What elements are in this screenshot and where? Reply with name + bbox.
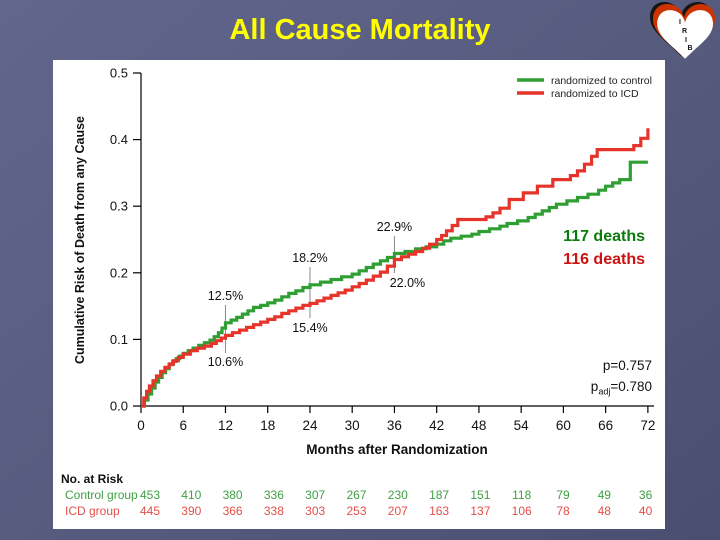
percent-annotations: 12.5% 10.6% 18.2% 15.4% 22.9% 22.0% — [208, 220, 425, 369]
svg-text:10.6%: 10.6% — [208, 355, 243, 369]
svg-text:0.0: 0.0 — [110, 399, 128, 414]
svg-text:No. at Risk: No. at Risk — [61, 472, 123, 486]
p-value: p=0.757 — [602, 358, 652, 373]
icd-deaths-label: 116 deaths — [563, 251, 645, 268]
svg-text:303: 303 — [305, 504, 325, 518]
svg-text:0.3: 0.3 — [110, 199, 128, 214]
svg-text:60: 60 — [556, 418, 571, 433]
svg-text:187: 187 — [429, 488, 449, 502]
svg-text:78: 78 — [556, 504, 570, 518]
svg-text:72: 72 — [640, 418, 655, 433]
svg-text:410: 410 — [181, 488, 201, 502]
svg-text:R: R — [682, 28, 687, 35]
svg-text:36: 36 — [639, 488, 653, 502]
svg-text:6: 6 — [179, 418, 187, 433]
slide-title: All Cause Mortality — [229, 14, 491, 46]
svg-text:42: 42 — [429, 418, 444, 433]
svg-text:22.9%: 22.9% — [377, 220, 412, 234]
svg-text:230: 230 — [388, 488, 408, 502]
svg-text:79: 79 — [556, 488, 570, 502]
svg-text:12.5%: 12.5% — [208, 289, 243, 303]
svg-text:118: 118 — [512, 488, 531, 502]
svg-text:15.4%: 15.4% — [292, 321, 327, 335]
svg-text:36: 36 — [387, 418, 402, 433]
svg-text:336: 336 — [264, 488, 284, 502]
svg-text:40: 40 — [639, 504, 653, 518]
icd-curve — [141, 128, 650, 408]
svg-text:0.5: 0.5 — [110, 66, 128, 81]
svg-text:380: 380 — [223, 488, 243, 502]
control-deaths-label: 117 deaths — [563, 228, 645, 245]
svg-text:0.4: 0.4 — [110, 132, 128, 147]
tick-labels: 0.0 0.1 0.2 0.3 0.4 0.5 0 6 12 18 24 30 36 42 48 54 60 66… — [110, 66, 655, 434]
svg-text:I: I — [679, 19, 681, 26]
svg-text:12: 12 — [218, 418, 233, 433]
y-axis-title: Cumulative Risk of Death from any Cause — [73, 116, 87, 364]
svg-text:ICD group: ICD group — [65, 504, 120, 518]
svg-text:366: 366 — [223, 504, 243, 518]
svg-text:48: 48 — [598, 504, 612, 518]
svg-text:453: 453 — [140, 488, 160, 502]
mortality-chart: 0.0 0.1 0.2 0.3 0.4 0.5 0 6 12 18 24 30 36 42 48 54 60 66… — [61, 66, 655, 519]
svg-text:207: 207 — [388, 504, 408, 518]
svg-text:267: 267 — [346, 488, 366, 502]
svg-text:22.0%: 22.0% — [390, 276, 425, 290]
svg-text:I: I — [685, 37, 687, 44]
p-adj-value: padj=0.780 — [590, 379, 652, 397]
svg-text:18: 18 — [260, 418, 275, 433]
svg-text:0.2: 0.2 — [110, 265, 128, 280]
svg-text:18.2%: 18.2% — [292, 251, 327, 265]
p-values: p=0.757 padj=0.780 — [591, 355, 652, 403]
heart-white — [657, 10, 713, 59]
risk-table: No. at Risk Control group 453 410 380 336 307 2… — [61, 472, 653, 518]
svg-text:163: 163 — [429, 504, 449, 518]
svg-text:30: 30 — [345, 418, 360, 433]
x-axis-title: Months after Randomization — [306, 442, 488, 457]
svg-text:66: 66 — [598, 418, 613, 433]
svg-text:445: 445 — [140, 504, 160, 518]
svg-text:48: 48 — [471, 418, 486, 433]
chart-panel: 0.0 0.1 0.2 0.3 0.4 0.5 0 6 12 18 24 30 36 42 48 54 60 66… — [53, 60, 665, 529]
svg-text:randomized to control: randomized to control — [551, 75, 652, 87]
svg-text:390: 390 — [181, 504, 201, 518]
svg-text:54: 54 — [514, 418, 530, 433]
svg-text:151: 151 — [470, 488, 490, 502]
svg-text:338: 338 — [264, 504, 284, 518]
svg-text:253: 253 — [346, 504, 366, 518]
svg-text:24: 24 — [302, 418, 318, 433]
svg-text:307: 307 — [305, 488, 325, 502]
svg-text:randomized to ICD: randomized to ICD — [551, 88, 639, 100]
svg-text:106: 106 — [512, 504, 532, 518]
svg-text:49: 49 — [598, 488, 612, 502]
svg-text:0.1: 0.1 — [110, 332, 128, 347]
deaths-counts: 117 deaths 116 deaths — [563, 225, 645, 271]
svg-text:137: 137 — [470, 504, 490, 518]
svg-text:B: B — [688, 45, 693, 52]
svg-text:Control group: Control group — [65, 488, 138, 502]
svg-text:0: 0 — [137, 418, 145, 433]
